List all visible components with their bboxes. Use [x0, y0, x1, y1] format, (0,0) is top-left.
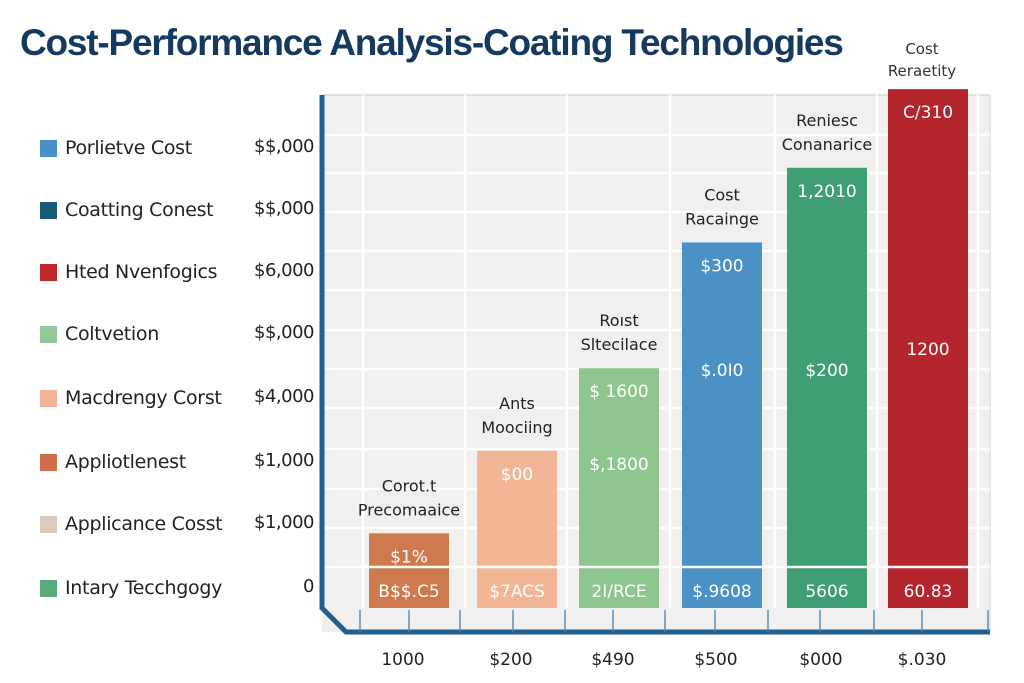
bar-top-label: $300 — [700, 256, 743, 276]
bar-annotation-line-2: Precomaaice — [358, 500, 460, 519]
legend-item: Appliotlenest — [40, 451, 186, 473]
y-tick-label: $1,000 — [254, 512, 314, 533]
axis-frame — [319, 95, 990, 635]
y-tick-label: $4,000 — [254, 386, 314, 407]
x-tick-label: $200 — [489, 650, 533, 670]
bar-bottom-label: $.9608 — [692, 582, 751, 602]
legend-swatch — [40, 515, 57, 533]
legend-label: Coltvetion — [65, 323, 159, 345]
legend-item: Coatting Conest — [40, 199, 214, 221]
x-tick-label: $490 — [591, 650, 635, 670]
bar-mid-label: $.0I0 — [701, 361, 744, 381]
bar-annotation-line-1: Ants — [499, 394, 535, 413]
bar-mid-label: $200 — [805, 361, 848, 381]
bar-bottom-label: 5606 — [805, 582, 848, 602]
x-tick-label: 1000 — [381, 650, 425, 670]
chart-title: Cost-Performance Analysis-Coating Techno… — [20, 22, 844, 63]
legend-label: Appliotlenest — [65, 451, 186, 473]
bar — [682, 242, 762, 608]
bar-top-label: $1% — [390, 547, 428, 567]
legend-swatch — [40, 139, 57, 157]
legend-label: Applicance Cosst — [65, 513, 223, 535]
bar-bottom-label: $7ACS — [489, 582, 545, 602]
bar-annotation-line-2: Moociing — [481, 418, 552, 437]
legend-label: Hted Nvenfogics — [65, 261, 218, 283]
legend-item: Macdrengy Corst — [40, 387, 222, 409]
bar-mid-label: 1200 — [906, 340, 949, 360]
bar-bottom-label: B$$.C5 — [378, 582, 439, 602]
y-tick-label: 0 — [303, 576, 314, 597]
y-tick-label: $$,000 — [254, 198, 314, 219]
bar-annotation-line-2: Conanarice — [782, 135, 873, 154]
x-tick-label: $000 — [799, 650, 843, 670]
bar-annotation-line-1: Reniesc — [796, 111, 858, 130]
bar-bottom-label: 2I/RCE — [591, 582, 646, 602]
y-tick-label: $$,000 — [254, 322, 314, 343]
legend-item: Coltvetion — [40, 323, 159, 345]
bar — [579, 368, 659, 608]
bar-annotation-line-1: Cost — [704, 185, 740, 204]
bar-annotation-line-2: Racainge — [685, 209, 759, 228]
bar — [888, 89, 968, 609]
legend-label: Macdrengy Corst — [65, 387, 222, 409]
bar-mid-label: $,1800 — [589, 455, 648, 475]
x-tick-label: $500 — [694, 650, 738, 670]
bar-annotation-line-2: Sltecilace — [581, 335, 658, 354]
x-tick-label: $.030 — [897, 650, 947, 670]
bar — [369, 533, 449, 608]
corner-label: Cost Reraetity — [872, 38, 972, 82]
legend-swatch — [40, 453, 57, 471]
legend-item: Applicance Cosst — [40, 513, 223, 535]
legend-swatch — [40, 263, 57, 281]
legend-label: Coatting Conest — [65, 199, 214, 221]
y-tick-label: $$,000 — [254, 136, 314, 157]
bar-top-label: 1,2010 — [797, 182, 856, 202]
bar — [477, 450, 557, 608]
bar-top-label: C/310 — [903, 103, 953, 123]
legend-label: Intary Tecchgogy — [65, 577, 223, 599]
corner-label-line-2: Reraetity — [887, 62, 957, 80]
bar-annotation-line-1: Roıst — [599, 311, 638, 330]
y-tick-label: $6,000 — [254, 260, 314, 281]
legend-item: Porlietve Cost — [40, 137, 192, 159]
bar — [787, 167, 867, 608]
legend-swatch — [40, 325, 57, 343]
bar-top-label: $ 1600 — [589, 382, 648, 402]
legend-swatch — [40, 201, 57, 219]
bar-top-label: $00 — [501, 465, 533, 485]
legend-item: Intary Tecchgogy — [40, 577, 223, 599]
legend-item: Hted Nvenfogics — [40, 261, 218, 283]
bar-annotation-line-1: Corot.t — [382, 476, 437, 495]
legend-swatch — [40, 389, 57, 407]
legend-swatch — [40, 579, 57, 597]
legend-label: Porlietve Cost — [65, 137, 192, 159]
bar-bottom-label: 60.83 — [904, 582, 953, 602]
corner-label-line-1: Cost — [905, 40, 939, 58]
y-tick-label: $1,000 — [254, 450, 314, 471]
